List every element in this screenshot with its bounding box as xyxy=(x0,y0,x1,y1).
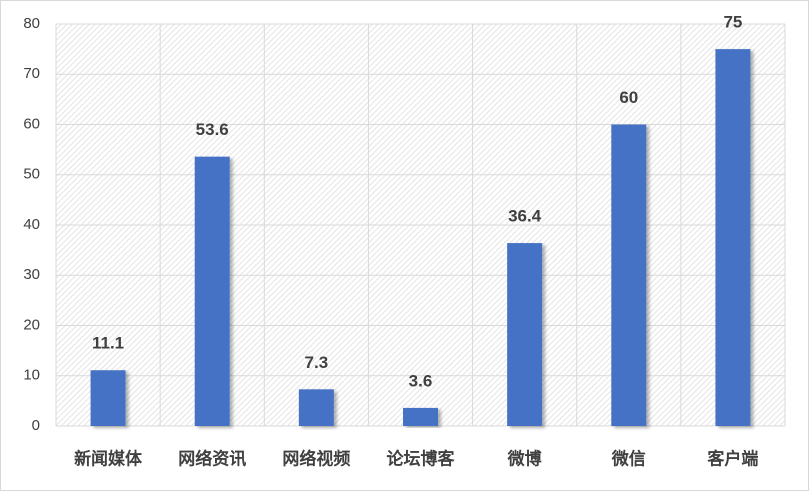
y-tick-label: 10 xyxy=(23,367,40,384)
y-tick-label: 70 xyxy=(23,65,40,82)
x-tick-label: 网络视频 xyxy=(282,448,350,468)
bar xyxy=(298,389,334,426)
bar xyxy=(507,243,543,426)
y-tick-label: 60 xyxy=(23,115,40,132)
value-label: 53.6 xyxy=(196,120,229,139)
value-label: 3.6 xyxy=(409,371,433,390)
x-tick-label: 论坛博客 xyxy=(387,448,456,468)
y-tick-label: 20 xyxy=(23,316,40,333)
value-label: 7.3 xyxy=(305,353,329,372)
y-tick-label: 50 xyxy=(23,166,40,183)
value-label: 60 xyxy=(619,88,638,107)
y-tick-label: 0 xyxy=(32,417,40,434)
y-tick-label: 80 xyxy=(23,15,40,32)
y-tick-label: 30 xyxy=(23,266,40,283)
x-tick-label: 网络资讯 xyxy=(178,448,246,468)
bar xyxy=(715,49,751,426)
x-tick-label: 客户端 xyxy=(706,448,758,468)
y-tick-label: 40 xyxy=(23,216,40,233)
bar xyxy=(611,124,647,426)
bar xyxy=(194,156,230,426)
value-label: 75 xyxy=(723,13,742,32)
bar xyxy=(403,407,438,426)
value-label: 36.4 xyxy=(508,207,542,226)
bar xyxy=(90,370,126,426)
x-tick-label: 微信 xyxy=(611,448,646,468)
value-label: 11.1 xyxy=(92,334,124,353)
x-tick-label: 微博 xyxy=(507,448,542,468)
x-tick-label: 新闻媒体 xyxy=(74,448,143,468)
